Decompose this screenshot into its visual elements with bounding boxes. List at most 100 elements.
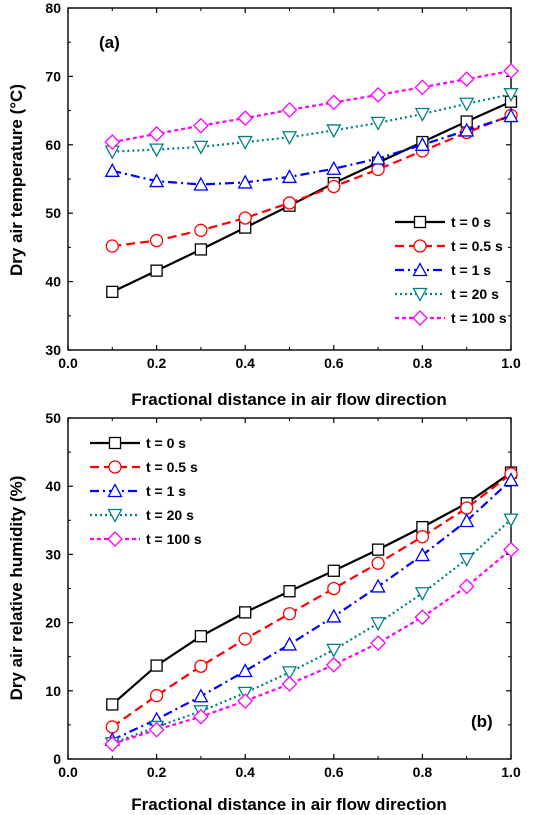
x-tick-label: 0.6 <box>324 764 344 780</box>
legend-marker <box>107 508 123 523</box>
y-tick-label: 10 <box>45 683 61 699</box>
y-tick-label: 70 <box>45 68 61 84</box>
data-point <box>414 547 430 562</box>
data-point <box>149 233 164 248</box>
series-line <box>111 518 512 745</box>
data-point <box>238 211 252 225</box>
data-point <box>459 553 475 568</box>
data-point <box>194 630 208 643</box>
x-tick-label: 0.8 <box>413 764 433 780</box>
data-point <box>326 608 342 623</box>
data-point <box>458 578 475 595</box>
data-point <box>326 160 342 175</box>
legend-item: t = 0 s <box>395 214 491 230</box>
data-point <box>104 736 121 752</box>
data-point <box>326 643 342 658</box>
legend-item: t = 20 s <box>395 286 499 302</box>
y-tick-label: 50 <box>45 205 61 221</box>
x-axis-label: Fractional distance in air flow directio… <box>131 390 447 409</box>
legend-item: t = 0.5 s <box>395 238 503 254</box>
data-point <box>281 666 298 681</box>
legend-marker <box>413 215 427 229</box>
data-point <box>370 635 387 651</box>
data-point <box>281 636 298 651</box>
legend-marker <box>107 483 123 498</box>
data-point <box>283 585 296 598</box>
data-point <box>193 176 209 191</box>
series-line <box>112 93 512 153</box>
data-point <box>326 124 342 139</box>
data-point <box>459 513 475 528</box>
y-axis-label: Dry air relative humidity (%) <box>7 476 26 701</box>
x-axis-label: Fractional distance in air flow directio… <box>131 795 447 814</box>
x-tick-label: 1.0 <box>501 764 521 780</box>
data-point <box>237 110 254 127</box>
data-point <box>193 140 209 155</box>
series-line <box>111 471 512 706</box>
data-point <box>194 223 208 237</box>
series-5 <box>104 541 519 752</box>
y-tick-label: 40 <box>45 478 61 494</box>
data-point <box>503 88 519 103</box>
data-point <box>503 472 519 487</box>
y-tick-label: 50 <box>45 410 61 426</box>
series-5 <box>104 63 519 150</box>
x-tick-label: 0.8 <box>413 355 433 371</box>
legend-item: t = 1 s <box>395 262 491 278</box>
data-point <box>370 86 387 103</box>
legend-label: t = 0 s <box>451 214 491 230</box>
data-point <box>325 94 342 111</box>
y-tick-label: 80 <box>45 0 61 16</box>
data-point <box>371 543 385 556</box>
series-3 <box>104 108 519 191</box>
data-point <box>503 63 519 79</box>
data-point <box>148 721 165 738</box>
legend-item: t = 100 s <box>395 310 507 326</box>
data-point <box>281 101 298 118</box>
data-point <box>415 530 430 544</box>
data-point <box>503 108 519 123</box>
y-tick-label: 30 <box>45 342 61 358</box>
series-4 <box>104 88 519 160</box>
x-tick-label: 0.0 <box>58 764 78 780</box>
data-point <box>149 143 165 158</box>
data-point <box>459 97 475 112</box>
legend-item: t = 20 s <box>90 507 194 523</box>
data-point <box>282 607 297 621</box>
legend-item: t = 100 s <box>90 531 202 547</box>
data-point <box>150 659 163 672</box>
data-point <box>192 117 209 134</box>
data-point <box>149 173 165 188</box>
series-line <box>112 115 512 186</box>
data-point <box>148 125 165 142</box>
data-point <box>325 656 342 673</box>
legend-label: t = 100 s <box>451 310 507 326</box>
data-point <box>503 513 519 528</box>
data-point <box>149 688 164 703</box>
legend-marker <box>413 239 427 253</box>
data-point <box>281 676 298 692</box>
data-point <box>327 564 340 577</box>
data-point <box>237 135 253 150</box>
data-point <box>370 617 386 632</box>
x-tick-label: 0.4 <box>235 355 255 371</box>
legend-label: t = 100 s <box>146 531 202 547</box>
data-point <box>104 162 120 177</box>
x-tick-label: 0.2 <box>147 355 167 371</box>
x-tick-label: 0.4 <box>235 764 255 780</box>
panel-a: (a) Fractional distance in air flow dire… <box>7 0 521 409</box>
data-point <box>192 708 209 725</box>
panel-label: (a) <box>99 33 120 52</box>
data-point <box>237 693 254 709</box>
legend-marker <box>412 287 428 302</box>
series-line <box>111 548 512 746</box>
data-point <box>281 131 298 146</box>
data-point <box>458 71 475 88</box>
data-point <box>105 720 119 734</box>
data-point <box>237 663 253 678</box>
data-point <box>150 264 163 277</box>
data-point <box>237 174 253 189</box>
legend-label: t = 20 s <box>451 286 499 302</box>
legend-item: t = 1 s <box>90 483 186 499</box>
